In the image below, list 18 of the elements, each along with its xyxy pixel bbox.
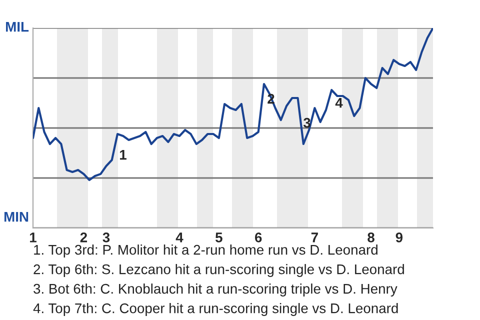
x-tick-label: 8 (368, 232, 374, 242)
text: 4. Top 7th: C. Cooper hit a run-scoring single vs D. Leonard (33, 303, 398, 316)
x-tick-label: 9 (396, 232, 403, 242)
text: 1. Top 3rd: P. Molitor hit a 2-run home run vs D. Leonard (34, 244, 378, 258)
x-tick-label: 3 (102, 232, 110, 242)
x-tick-label: 1 (30, 232, 36, 242)
text: MIN (4, 212, 28, 222)
annotation: 3 (303, 118, 310, 128)
x-tick-label: 2 (80, 232, 88, 242)
text: 2. Top 6th: S. Lezcano hit a run-scoring single vs D. Leonard (34, 264, 404, 277)
x-tick-label: 6 (255, 232, 262, 242)
x-tick-label: 4 (176, 232, 184, 242)
annotation: 1 (120, 150, 126, 160)
x-tick-label: 7 (311, 232, 318, 242)
text: 3. Bot 6th: C. Knoblauch hit a run-scoring triple vs D. Henry (34, 284, 398, 296)
text: MIL (6, 22, 29, 32)
annotation: 4 (335, 98, 343, 108)
x-tick-label: 5 (215, 232, 222, 242)
